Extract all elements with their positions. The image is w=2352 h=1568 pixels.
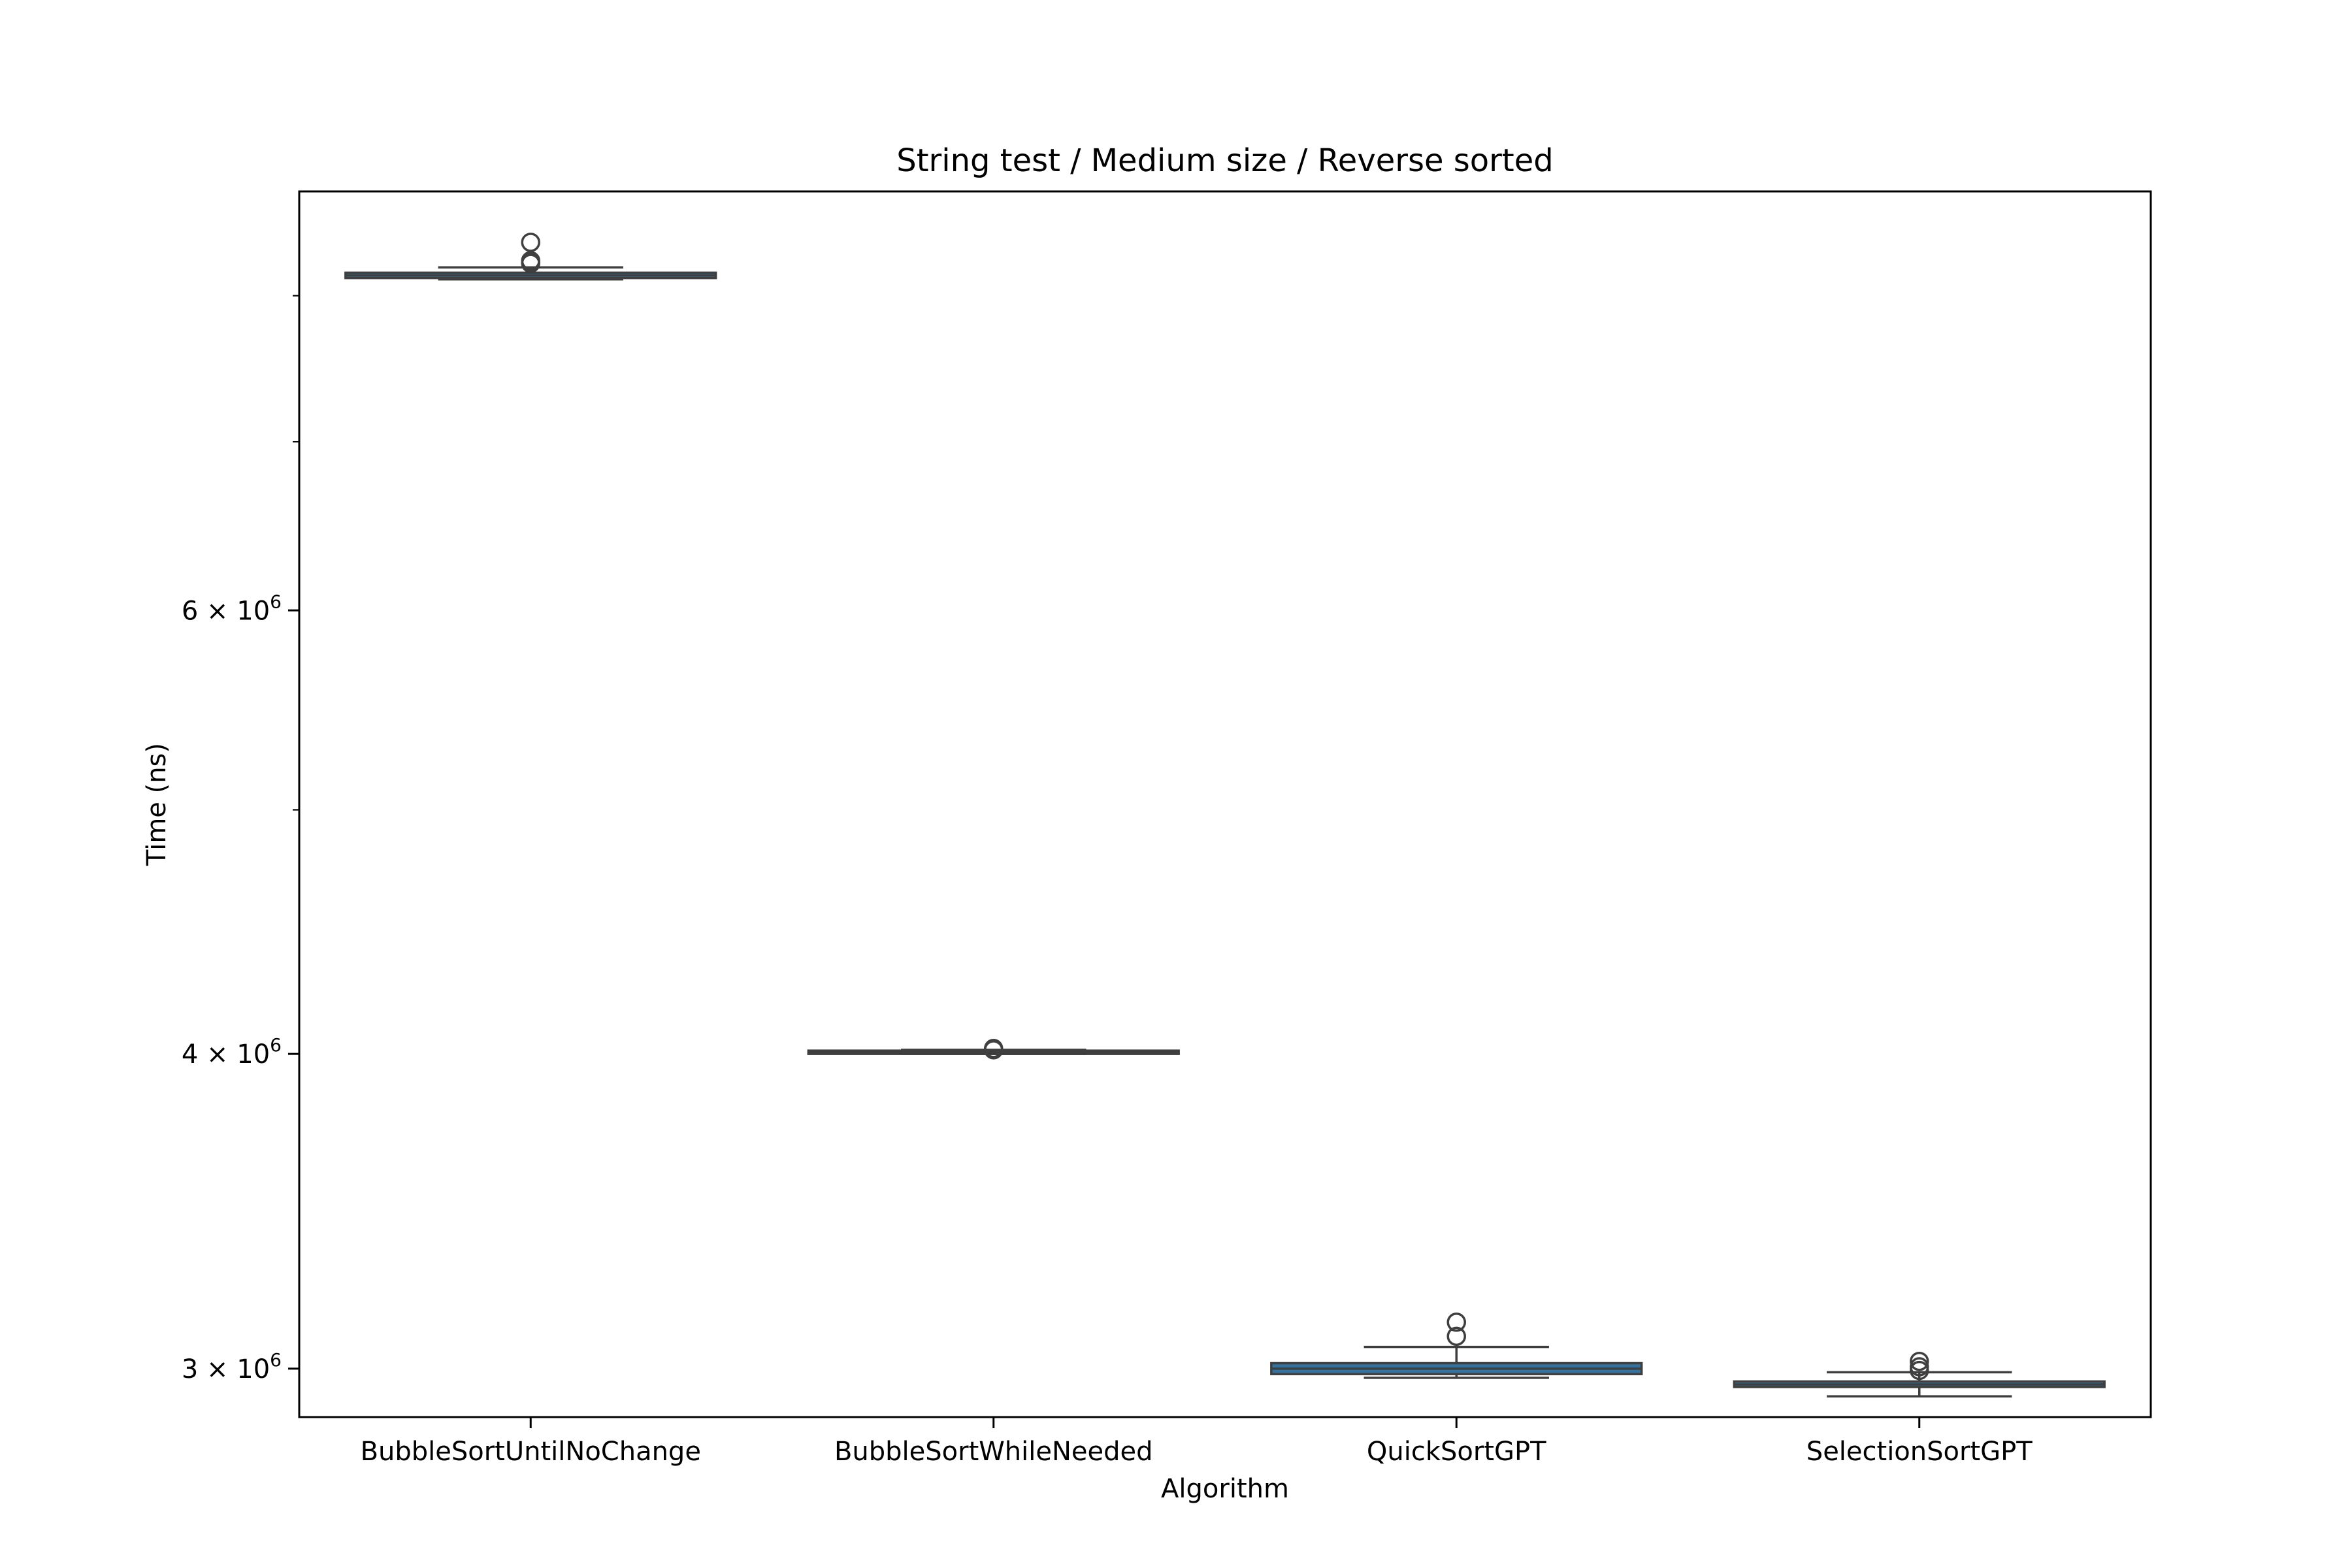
outlier-point xyxy=(984,1040,1004,1060)
plot-frame xyxy=(298,190,2152,1418)
outlier-point xyxy=(1446,1326,1466,1347)
outlier-point xyxy=(1910,1351,1929,1371)
y-tick-label: 6 × 106 xyxy=(182,591,282,626)
x-tick-label: BubbleSortUntilNoChange xyxy=(361,1437,701,1467)
y-axis-ticks: 3 × 106 4 × 106 6 × 106 xyxy=(182,295,299,1384)
x-axis-ticks: BubbleSortUntilNoChange BubbleSortWhileNe… xyxy=(361,1417,2033,1467)
outlier-point xyxy=(521,251,540,270)
x-tick-label: QuickSortGPT xyxy=(1367,1437,1546,1467)
box-group-3 xyxy=(1270,1313,1643,1379)
x-axis-label: Algorithm xyxy=(1161,1474,1289,1504)
x-tick-label: BubbleSortWhileNeeded xyxy=(834,1437,1153,1467)
y-tick-label: 3 × 106 xyxy=(182,1349,282,1384)
outlier-point xyxy=(1446,1313,1466,1332)
plot-marks xyxy=(344,233,2106,1397)
x-tick-label: SelectionSortGPT xyxy=(1806,1437,2033,1467)
box-group-2 xyxy=(807,1039,1180,1060)
outlier-point xyxy=(521,233,540,252)
y-axis-label: Time (ns) xyxy=(142,743,172,866)
outlier-point xyxy=(1910,1360,1929,1380)
y-tick-label: 4 × 106 xyxy=(182,1034,282,1070)
box-group-1 xyxy=(344,233,717,281)
box-group-4 xyxy=(1733,1351,2106,1397)
chart-title: String test / Medium size / Reverse sort… xyxy=(896,142,1553,179)
